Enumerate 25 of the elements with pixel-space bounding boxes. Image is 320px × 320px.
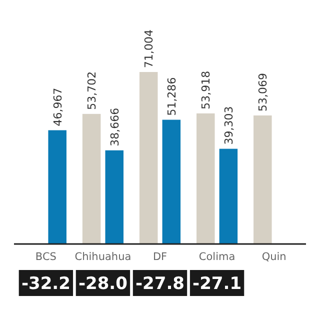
data-label: 71,004 <box>142 30 156 68</box>
data-label: 38,666 <box>108 108 122 146</box>
bar <box>82 114 101 244</box>
data-label: 53,702 <box>86 71 99 110</box>
x-tick-label: BCS <box>35 251 57 263</box>
x-tick-label: Quin <box>262 251 286 263</box>
bar <box>48 130 66 244</box>
bar <box>219 148 238 244</box>
data-label: 53,069 <box>256 72 270 112</box>
data-label: 39,303 <box>222 106 236 145</box>
text: -27.1 <box>192 274 242 294</box>
bar <box>196 113 215 244</box>
text: -27.8 <box>136 274 184 294</box>
data-label: 46,967 <box>51 88 64 126</box>
text: -32.2 <box>21 274 70 294</box>
bar <box>254 115 272 244</box>
bar <box>105 150 124 244</box>
x-tick-label: Chihuahua <box>74 251 132 263</box>
bar <box>162 120 181 244</box>
x-tick-label: Colima <box>198 251 236 263</box>
bar <box>139 72 158 244</box>
data-label: 51,286 <box>165 77 178 116</box>
x-tick-label: DF <box>152 251 168 263</box>
data-label: 53,918 <box>200 70 213 110</box>
text: -28.0 <box>78 274 128 294</box>
